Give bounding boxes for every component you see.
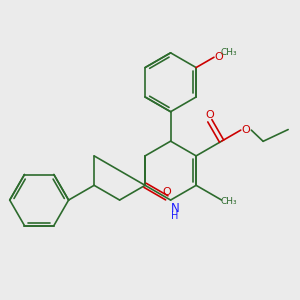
Text: CH₃: CH₃ — [221, 197, 237, 206]
Text: O: O — [214, 52, 223, 62]
Text: CH₃: CH₃ — [220, 48, 237, 57]
Text: O: O — [162, 187, 171, 197]
Text: H: H — [171, 211, 179, 221]
Text: N: N — [171, 202, 179, 215]
Text: O: O — [242, 125, 250, 135]
Text: O: O — [206, 110, 214, 120]
